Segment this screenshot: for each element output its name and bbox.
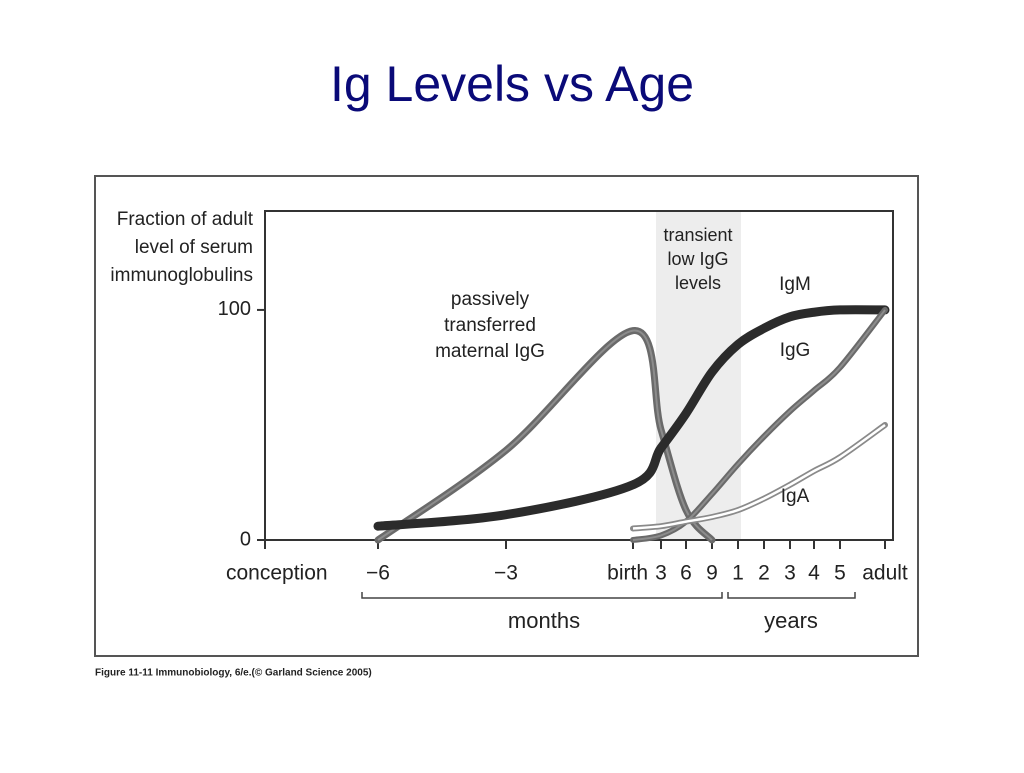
x-tick-label: conception [226, 562, 328, 585]
group-label: months [508, 608, 580, 633]
x-tick-label: birth [607, 562, 648, 585]
region-label: transient [663, 225, 732, 245]
y-tick-label: 100 [218, 298, 251, 320]
x-tick-label: adult [862, 562, 908, 585]
group-label: years [764, 608, 818, 633]
x-tick-label: −6 [366, 562, 390, 585]
shaded-region [656, 212, 741, 539]
series-label: passively [451, 289, 530, 310]
x-tick-label: 3 [655, 562, 667, 585]
group-brackets [361, 592, 856, 599]
region-label: low IgG [667, 249, 728, 269]
y-axis-label: Fraction of adult [117, 209, 254, 230]
series-label: IgA [781, 486, 810, 507]
series-line [373, 305, 890, 531]
y-axis-label: level of serum [135, 237, 253, 258]
y-axis-label: immunoglobulins [110, 265, 253, 286]
y-tick-label: 0 [240, 528, 251, 550]
series-line-inner [632, 309, 886, 541]
x-tick-label: 4 [808, 562, 820, 585]
x-tick-label: 5 [834, 562, 846, 585]
x-tick-label: 1 [732, 562, 744, 585]
x-tick-label: −3 [494, 562, 518, 585]
x-tick-label: 6 [680, 562, 692, 585]
region-label: levels [675, 273, 721, 293]
series-label: maternal IgG [435, 341, 545, 362]
slide-title: Ig Levels vs Age [330, 56, 694, 112]
x-tick-label: 9 [706, 562, 718, 585]
series-label: IgG [780, 340, 811, 361]
series-label: IgM [779, 274, 811, 295]
caption: Figure 11-11 Immunobiology, 6/e.(© Garla… [95, 668, 372, 679]
series-line-inner [632, 423, 886, 530]
x-tick-label: 3 [784, 562, 796, 585]
series-label: transferred [444, 315, 536, 336]
series-line-inner [377, 329, 713, 541]
x-tick-label: 2 [758, 562, 770, 585]
plot-frame [264, 210, 894, 541]
